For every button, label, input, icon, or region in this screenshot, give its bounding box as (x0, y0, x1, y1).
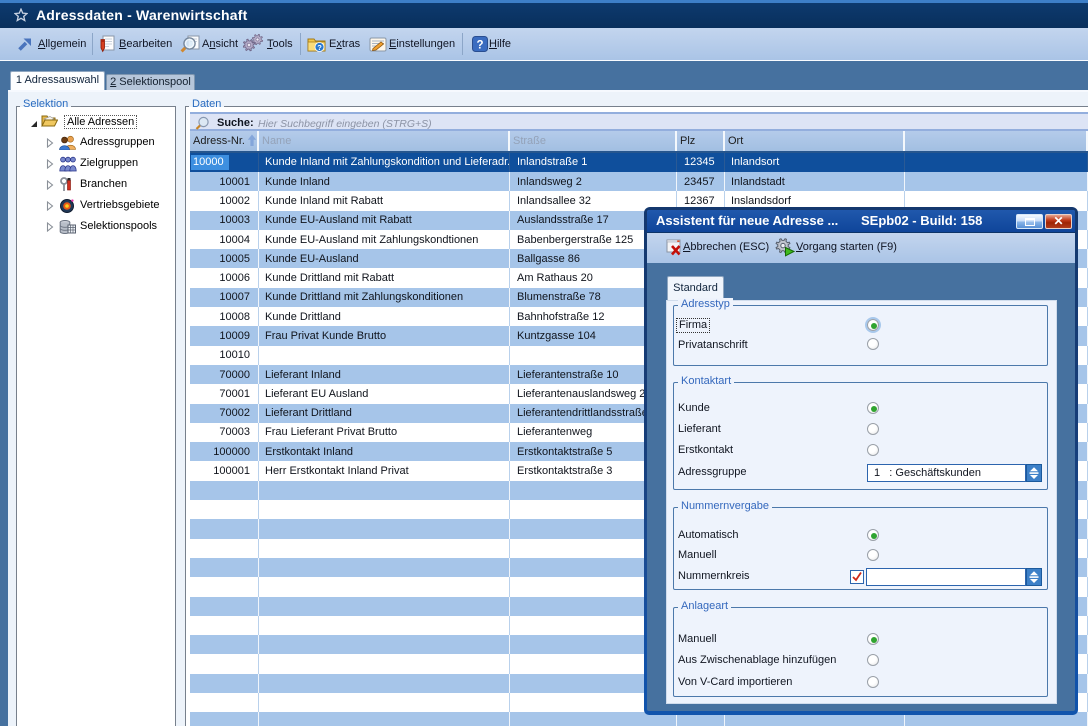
svg-text:?: ? (476, 40, 483, 52)
svg-text:?: ? (317, 43, 322, 52)
